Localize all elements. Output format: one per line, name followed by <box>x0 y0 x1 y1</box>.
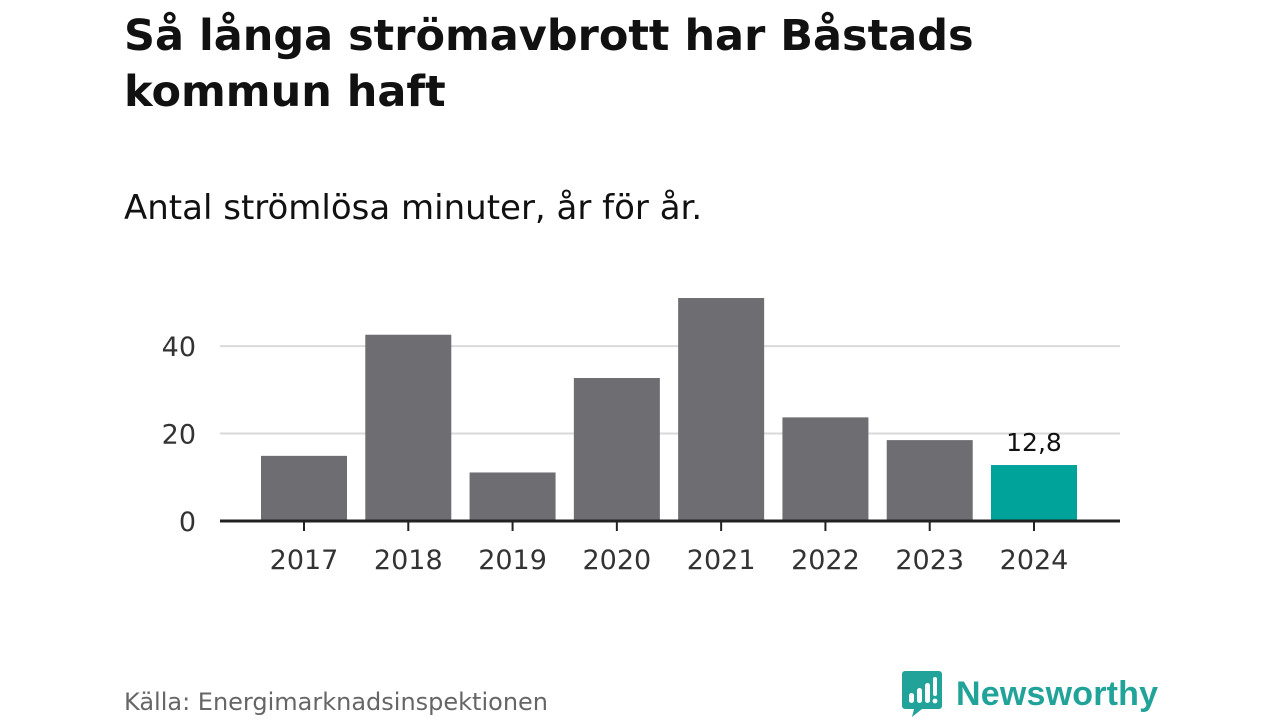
data-label: 12,8 <box>1006 428 1062 457</box>
bar-chart: 0 20 40 2017 2018 2019 2020 2021 2022 2023 2024 1… <box>162 298 1120 576</box>
y-tick-label: 20 <box>162 420 196 451</box>
y-tick-label: 40 <box>162 332 196 363</box>
newsworthy-logo-icon <box>902 671 942 717</box>
x-tick-label: 2018 <box>374 545 443 576</box>
brand-name: Newsworthy <box>956 674 1159 713</box>
chart-subtitle: Antal strömlösa minuter, år för år. <box>124 188 703 228</box>
chart-title: Så långa strömavbrott har Båstads kommun… <box>124 11 974 117</box>
gridlines <box>220 345 1120 435</box>
y-axis-ticks: 0 20 40 <box>162 332 196 538</box>
bar-2024 <box>991 465 1077 521</box>
x-tick-label: 2021 <box>687 545 756 576</box>
x-tick-label: 2022 <box>791 545 860 576</box>
source-note: Källa: Energimarknadsinspektionen <box>124 688 549 716</box>
bar-2022 <box>782 417 869 521</box>
x-tick-label: 2020 <box>582 545 651 576</box>
x-tick-label: 2017 <box>270 545 339 576</box>
bar-2019 <box>469 472 556 521</box>
bar-2021 <box>678 298 765 521</box>
bar-2020 <box>573 378 660 521</box>
y-tick-label: 0 <box>179 507 196 538</box>
x-axis: 2017 2018 2019 2020 2021 2022 2023 2024 <box>220 519 1120 576</box>
x-tick-label: 2019 <box>478 545 547 576</box>
x-tick-label: 2024 <box>1000 545 1069 576</box>
x-tick-label: 2023 <box>895 545 964 576</box>
bar-2023 <box>886 440 973 521</box>
brand-logo: Newsworthy <box>902 670 1158 718</box>
bars <box>261 298 1077 521</box>
data-labels: 12,8 <box>1006 428 1062 457</box>
bar-2017 <box>261 455 347 521</box>
bar-2018 <box>365 334 452 521</box>
